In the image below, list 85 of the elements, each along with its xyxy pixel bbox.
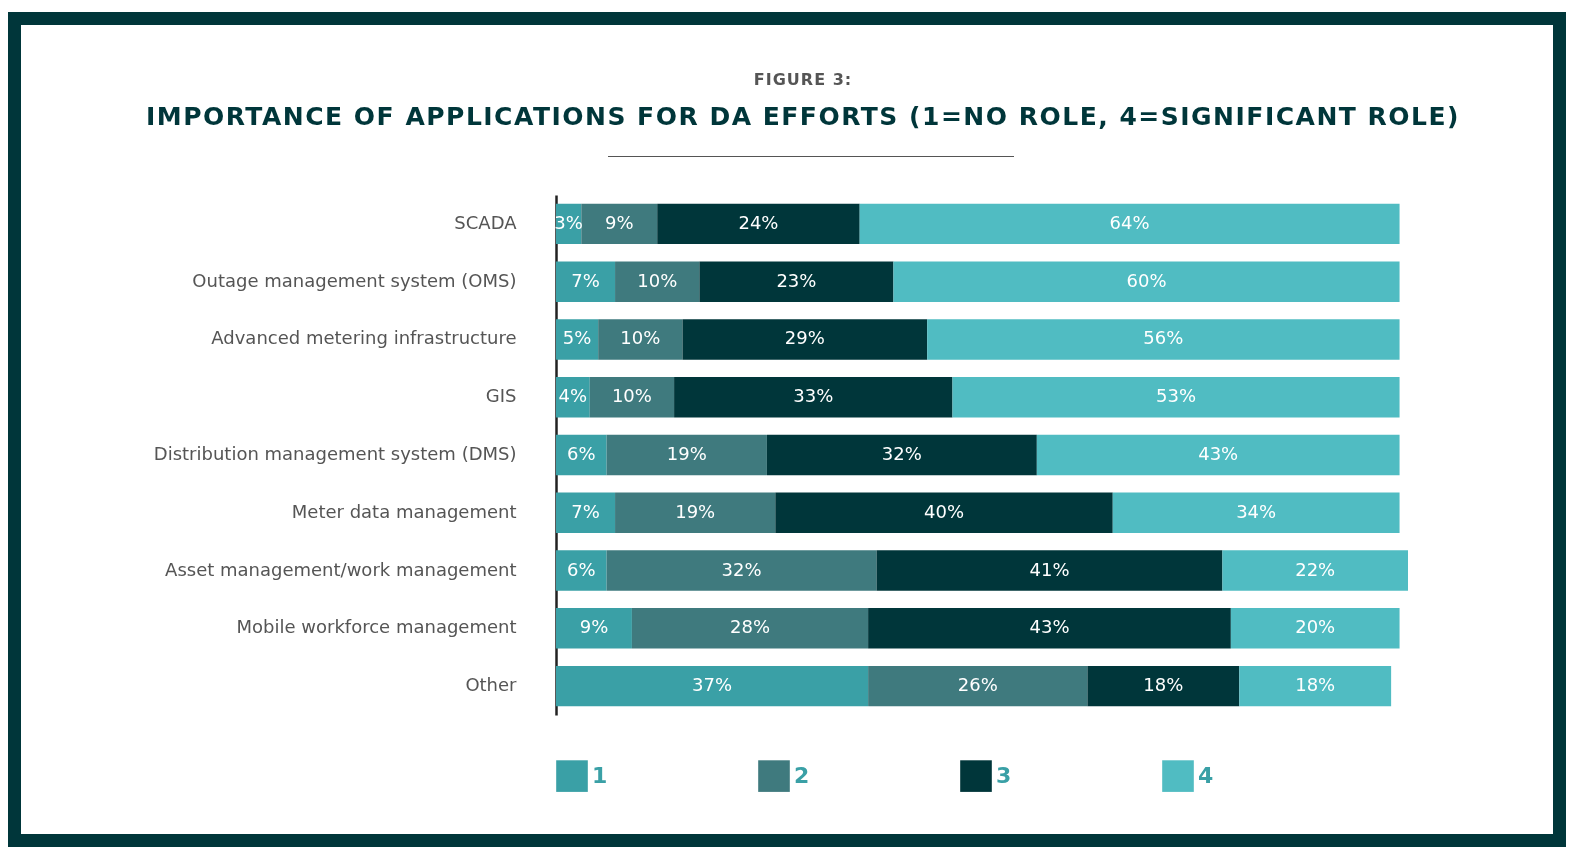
legend-label: 1	[592, 763, 608, 789]
bar	[631, 608, 869, 649]
bar	[556, 492, 616, 533]
y-tick-label: SCADA	[454, 211, 518, 233]
bar	[556, 261, 616, 302]
y-tick-label: Distribution management system (DMS)	[153, 443, 517, 464]
data-label: 10%	[611, 385, 652, 407]
bar	[682, 319, 928, 360]
data-label: 10%	[637, 269, 678, 291]
data-label: 7%	[571, 269, 600, 291]
data-label: 19%	[675, 500, 716, 522]
data-label: 19%	[666, 443, 707, 464]
y-tick-label: Outage management system (OMS)	[192, 269, 517, 291]
data-label: 34%	[1236, 500, 1277, 522]
legend-label: 3	[996, 763, 1012, 789]
data-label: 56%	[1143, 327, 1184, 349]
chart-title: IMPORTANCE OF APPLICATIONS FOR DA EFFORTS (1=NO ROLE, 4=SIGNIFICANT ROLE)	[144, 102, 1462, 131]
data-label: 3%	[554, 211, 583, 233]
data-label: 32%	[881, 443, 922, 464]
data-label: 32%	[721, 558, 762, 580]
data-label: 5%	[562, 327, 592, 349]
bar	[674, 377, 953, 418]
data-label: 64%	[1109, 211, 1150, 233]
bar	[556, 608, 632, 649]
bar	[589, 377, 675, 418]
data-label: 6%	[567, 443, 596, 464]
data-label: 23%	[776, 269, 817, 291]
data-label: 6%	[567, 558, 596, 580]
data-label: 10%	[620, 327, 661, 349]
bar	[598, 319, 683, 360]
data-label: 43%	[1198, 443, 1239, 464]
data-label: 26%	[957, 674, 998, 696]
bar	[1087, 665, 1240, 707]
bar	[581, 203, 658, 245]
bar	[699, 261, 894, 302]
bar	[1230, 608, 1400, 649]
data-label: 43%	[1029, 616, 1070, 638]
data-label: 60%	[1126, 269, 1167, 291]
chart-subtitle: FIGURE 3:	[752, 70, 854, 89]
y-tick-label: Asset management/work management	[165, 558, 517, 580]
data-label: 24%	[738, 211, 779, 233]
bar	[1239, 665, 1392, 707]
bar	[1036, 434, 1400, 476]
bar	[1222, 550, 1408, 591]
y-tick-label: GIS	[485, 385, 517, 407]
bar	[775, 492, 1113, 533]
y-tick-label: Advanced metering infrastructure	[211, 327, 517, 349]
bar	[1112, 492, 1400, 533]
bar	[868, 608, 1231, 649]
y-tick-label: Other	[465, 674, 518, 696]
data-label: 28%	[730, 616, 771, 638]
data-label: 40%	[924, 500, 965, 522]
bar	[766, 434, 1037, 476]
bar	[927, 319, 1400, 360]
y-tick-label: Meter data management	[291, 500, 517, 522]
data-label: 53%	[1156, 385, 1197, 407]
bar	[556, 434, 607, 476]
data-label: 41%	[1029, 558, 1070, 580]
bar	[615, 261, 700, 302]
data-label: 9%	[579, 616, 609, 638]
bar	[606, 434, 767, 476]
bar	[556, 319, 599, 360]
data-label: 18%	[1295, 674, 1336, 696]
data-label: 37%	[692, 674, 733, 696]
legend-label: 4	[1198, 763, 1214, 789]
bar	[952, 377, 1400, 418]
data-label: 33%	[793, 385, 834, 407]
bar	[606, 550, 877, 591]
bar	[657, 203, 860, 245]
bar	[893, 261, 1400, 302]
y-tick-label: Mobile workforce management	[236, 616, 517, 638]
bar	[876, 550, 1223, 591]
bar	[556, 550, 607, 591]
bar	[615, 492, 776, 533]
data-label: 18%	[1143, 674, 1184, 696]
bar	[868, 665, 1088, 707]
bar	[859, 203, 1400, 245]
legend-label: 2	[794, 763, 810, 789]
data-label: 9%	[604, 211, 634, 233]
data-label: 4%	[558, 385, 588, 407]
data-label: 20%	[1295, 616, 1336, 638]
data-label: 7%	[571, 500, 600, 522]
data-label: 22%	[1295, 558, 1336, 580]
bar	[556, 665, 869, 707]
data-label: 29%	[784, 327, 825, 349]
